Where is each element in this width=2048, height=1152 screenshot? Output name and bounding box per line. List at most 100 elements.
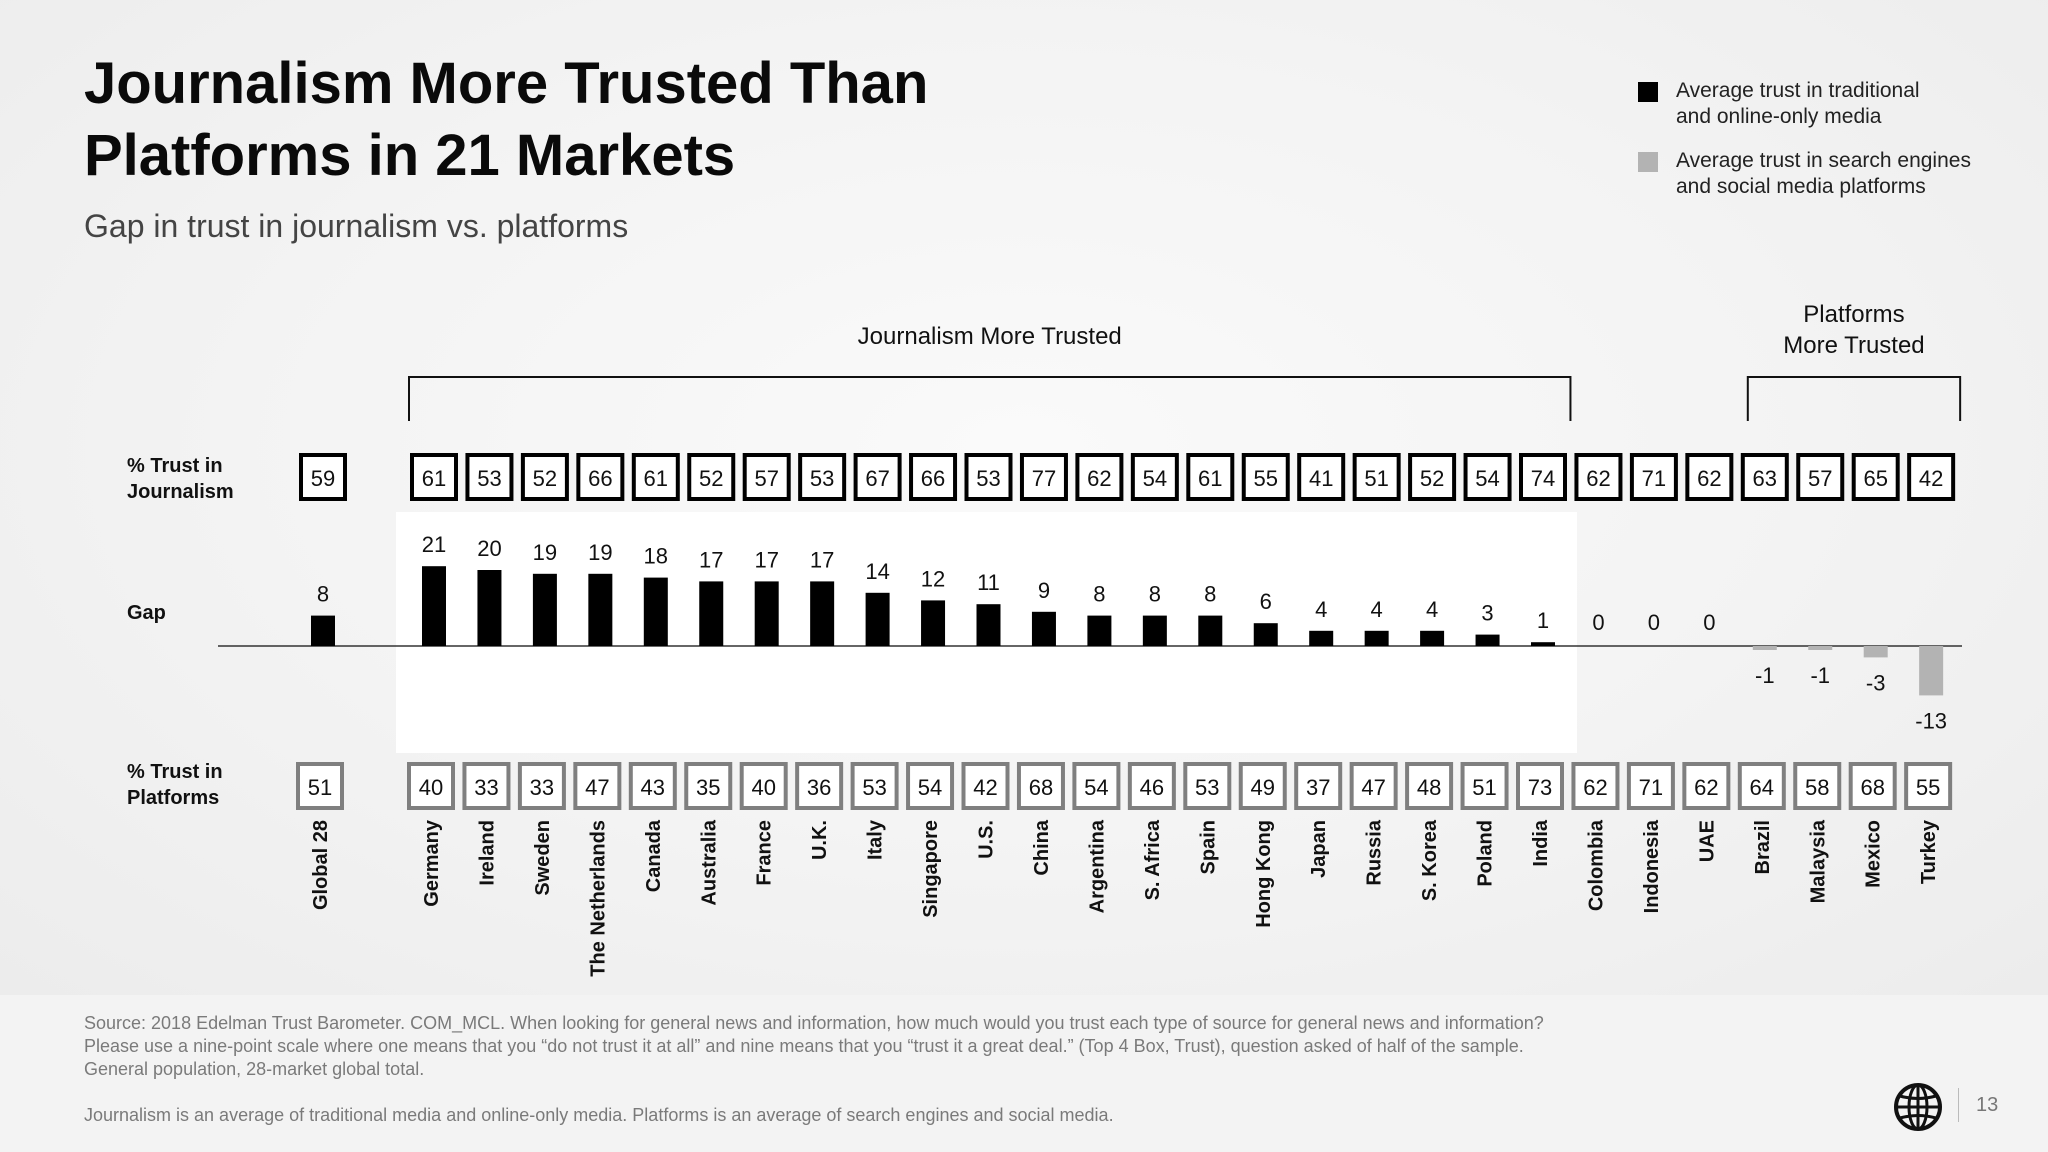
gap-value-label: 8	[1204, 582, 1216, 607]
platforms-value-box	[1238, 762, 1287, 810]
platforms-value-label: 53	[1195, 775, 1219, 800]
category-label: U.K.	[809, 820, 831, 860]
gap-value-label: 8	[317, 582, 329, 607]
source-text: Source: 2018 Edelman Trust Barometer. CO…	[84, 1013, 1544, 1079]
platforms-value-box	[573, 762, 622, 810]
platforms-value-box	[1460, 762, 1509, 810]
row-label-gap: Gap	[127, 602, 166, 624]
category-label: Russia	[1364, 819, 1386, 885]
platforms-value-label: 54	[1084, 775, 1108, 800]
journalism-value-box	[1851, 453, 1900, 501]
platforms-value-label: 36	[807, 775, 831, 800]
journalism-value-box	[964, 453, 1013, 501]
category-label: Australia	[698, 819, 720, 905]
gap-value-label: -1	[1810, 663, 1830, 688]
gap-value-label: -13	[1915, 708, 1947, 733]
journalism-value-label: 66	[921, 466, 945, 491]
platforms-value-box	[850, 762, 899, 810]
journalism-value-label: 52	[699, 466, 723, 491]
journalism-value-label: 54	[1475, 466, 1499, 491]
journalism-value-label: 54	[1143, 466, 1167, 491]
gap-value-label: 20	[477, 536, 501, 561]
page-subtitle: Gap in trust in journalism vs. platforms	[84, 208, 629, 244]
gap-bar	[1364, 630, 1389, 646]
journalism-value-label: 62	[1087, 466, 1111, 491]
globe-icon	[1894, 1083, 1942, 1131]
journalism-value-label: 57	[1808, 466, 1832, 491]
gap-value-label: 1	[1537, 608, 1549, 633]
category-label: Japan	[1308, 820, 1330, 878]
platforms-value-label: 46	[1140, 775, 1164, 800]
platforms-value-box	[1904, 762, 1953, 810]
platforms-value-box	[1349, 762, 1398, 810]
gap-value-label: 0	[1648, 610, 1660, 635]
platforms-value-box	[1127, 762, 1176, 810]
platforms-value-label: 68	[1860, 775, 1884, 800]
gap-bar	[1475, 634, 1500, 646]
journalism-value-box	[465, 453, 514, 501]
platforms-value-box	[1516, 762, 1564, 810]
category-label: S. Korea	[1419, 819, 1441, 901]
category-label: Poland	[1475, 820, 1497, 887]
gap-bar	[810, 581, 835, 646]
platforms-value-box	[1016, 762, 1065, 810]
category-label: The Netherlands	[587, 820, 609, 977]
category-label: Ireland	[476, 820, 498, 886]
legend-swatch-black	[1638, 82, 1658, 102]
gap-value-label: 4	[1426, 597, 1438, 622]
journalism-value-box	[853, 453, 902, 501]
gap-bar	[1420, 630, 1445, 646]
journalism-value-label: 62	[1586, 466, 1610, 491]
gap-bar	[1752, 646, 1777, 650]
footer-divider	[1958, 1088, 1959, 1122]
platforms-value-label: 35	[696, 775, 720, 800]
platforms-value-box	[1183, 762, 1232, 810]
journalism-value-label: 51	[1364, 466, 1388, 491]
journalism-value-label: 62	[1697, 466, 1721, 491]
gap-value-label: 18	[644, 544, 668, 569]
journalism-value-box	[1408, 453, 1457, 501]
platforms-value-label: 47	[585, 775, 609, 800]
row-label-platforms: Platforms	[127, 787, 219, 809]
platforms-value-label: 68	[1029, 775, 1053, 800]
gap-value-label: 11	[977, 570, 1000, 595]
platforms-value-label: 54	[918, 775, 942, 800]
platforms-value-box	[1626, 762, 1675, 810]
journalism-value-label: 53	[976, 466, 1000, 491]
platforms-value-box	[961, 762, 1010, 810]
platforms-value-box	[296, 762, 344, 810]
gap-bar	[532, 573, 557, 646]
gap-bar	[921, 600, 946, 646]
journalism-value-label: 61	[644, 466, 668, 491]
journalism-value-box	[1907, 453, 1956, 501]
category-label: Italy	[865, 819, 887, 860]
journalism-value-box	[1130, 453, 1179, 501]
platforms-value-label: 48	[1417, 775, 1441, 800]
page-title: Journalism More Trusted Than Platforms i…	[84, 48, 1284, 192]
category-label: Indonesia	[1641, 819, 1663, 913]
title-line-2: Platforms in 21 Markets	[84, 123, 736, 188]
row-label-platforms: % Trust in	[127, 761, 223, 783]
journalism-value-box	[1574, 453, 1623, 501]
journalism-value-label: 67	[865, 466, 889, 491]
platforms-value-label: 53	[862, 775, 886, 800]
gap-bar	[1142, 615, 1167, 646]
category-label: Brazil	[1752, 820, 1774, 874]
gap-bar	[1253, 623, 1278, 646]
platforms-value-box	[1405, 762, 1454, 810]
journalism-value-box	[1629, 453, 1678, 501]
platforms-value-box	[739, 762, 788, 810]
category-label: Argentina	[1086, 819, 1108, 913]
platforms-value-box	[1571, 762, 1620, 810]
gap-value-label: 6	[1260, 589, 1272, 614]
category-label: Colombia	[1585, 819, 1607, 911]
category-label: UAE	[1696, 820, 1718, 862]
journalism-value-label: 57	[754, 466, 778, 491]
platforms-value-label: 40	[419, 775, 443, 800]
journalism-value-label: 61	[422, 466, 446, 491]
journalism-value-box	[1019, 453, 1068, 501]
platforms-value-label: 49	[1251, 775, 1275, 800]
journalism-value-label: 61	[1198, 466, 1222, 491]
platforms-value-box	[1848, 762, 1897, 810]
legend-label: Average trust in traditional	[1676, 79, 1920, 102]
